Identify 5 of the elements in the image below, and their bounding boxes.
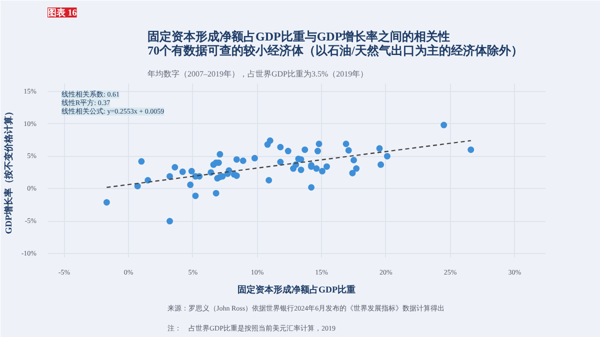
y-axis-title: GDP增长率（按不变价格计算） <box>3 107 14 234</box>
chart-title: 固定资本形成净额占GDP比重与GDP增长率之间的相关性 70个有数据可查的较小经济体（以石油/天然气出口为主的经济体除外） <box>148 30 523 58</box>
text: 图表 16 <box>48 8 78 18</box>
chart-subtitle: 年均数字（2007–2019年），占世界GDP比重为3.5%（2019年） <box>148 70 368 78</box>
x-axis-title: 固定资本形成净额占GDP比重 <box>238 284 356 294</box>
